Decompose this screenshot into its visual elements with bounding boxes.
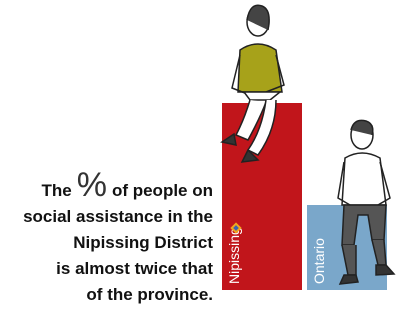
headline-lead: The bbox=[41, 181, 71, 200]
headline-line: of the province. bbox=[86, 285, 213, 304]
headline: social assistance in the Nipissing Distri… bbox=[23, 207, 213, 304]
headline-symbol: % bbox=[77, 166, 107, 204]
bar-label: Ontario bbox=[311, 238, 327, 284]
chart: The% of people on social assistance in th… bbox=[0, 0, 409, 318]
headline-line: Nipissing District bbox=[73, 233, 213, 252]
page: {"chart_data": {"type": "bar", "categori… bbox=[0, 0, 409, 318]
headline-line: The% of people on bbox=[41, 166, 213, 204]
bar-label: Nipissing bbox=[226, 227, 242, 284]
headline-line: is almost twice that bbox=[56, 259, 213, 278]
headline-line: social assistance in the bbox=[23, 207, 213, 226]
headline-rest: of people on bbox=[112, 181, 213, 200]
